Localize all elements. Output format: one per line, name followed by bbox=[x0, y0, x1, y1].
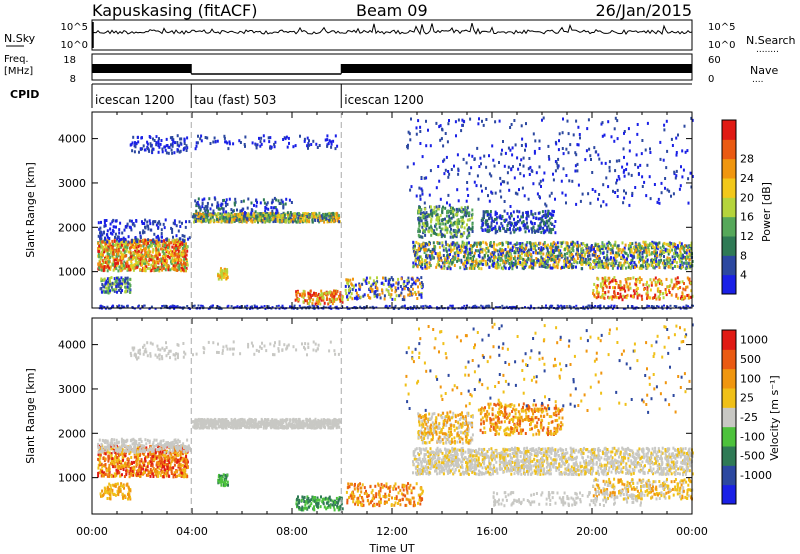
colorbar-tick-label: 4 bbox=[740, 269, 747, 282]
noise-left-tick-low: 10^0 bbox=[61, 40, 88, 51]
colorbar-swatch bbox=[722, 158, 736, 179]
cpid-segment-label: tau (fast) 503 bbox=[194, 93, 276, 107]
freq-left-label-1: Freq. bbox=[4, 54, 29, 65]
colorbar-swatch bbox=[722, 236, 736, 256]
colorbar-tick-label: -100 bbox=[740, 430, 765, 443]
velocity-colorbar-label: Velocity [m s⁻¹] bbox=[768, 375, 781, 460]
colorbar-swatch bbox=[722, 178, 736, 198]
colorbar-tick-label: 20 bbox=[740, 191, 754, 204]
colorbar-tick-label: -500 bbox=[740, 450, 765, 463]
noise-right-legend: ........ bbox=[756, 45, 779, 55]
cpid-label: CPID bbox=[10, 88, 39, 101]
colorbar-tick-label: -1000 bbox=[740, 469, 772, 482]
station-title: Kapuskasing (fitACF) bbox=[92, 1, 257, 20]
time-tick-label: 00:00 bbox=[76, 525, 108, 538]
velocity-ylabel: Slant Range [km] bbox=[24, 368, 37, 464]
range-tick-label: 3000 bbox=[58, 383, 86, 396]
colorbar-tick-label: -25 bbox=[740, 411, 758, 424]
noise-right-tick-low: 10^0 bbox=[708, 40, 735, 51]
colorbar-swatch bbox=[722, 330, 736, 350]
nave-label: Nave bbox=[750, 64, 778, 77]
colorbar-swatch bbox=[722, 484, 736, 505]
freq-trace bbox=[92, 64, 692, 75]
colorbar-swatch bbox=[722, 349, 736, 370]
colorbar-swatch bbox=[722, 197, 736, 218]
colorbar-swatch bbox=[722, 255, 736, 276]
freq-left-tick-high: 18 bbox=[63, 55, 76, 66]
noise-right-label: N.Search bbox=[746, 34, 796, 47]
velocity-heatmap bbox=[97, 322, 694, 512]
noise-trace bbox=[91, 22, 693, 48]
colorbar-tick-label: 28 bbox=[740, 153, 754, 166]
cpid-segment-label: icescan 1200 bbox=[95, 93, 174, 107]
colorbar-swatch bbox=[722, 446, 736, 466]
range-tick-label: 4000 bbox=[58, 133, 86, 146]
range-tick-label: 3000 bbox=[58, 177, 86, 190]
time-tick-label: 20:00 bbox=[576, 525, 608, 538]
time-tick-label: 12:00 bbox=[376, 525, 408, 538]
colorbar-swatch bbox=[722, 120, 736, 140]
range-tick-label: 4000 bbox=[58, 339, 86, 352]
noise-panel: N.Sky 10^5 10^0 10^5 10^0 N.Search .....… bbox=[4, 19, 796, 55]
colorbar-tick-label: 16 bbox=[740, 211, 754, 224]
power-heatmap bbox=[97, 116, 694, 310]
x-axis-label: Time UT bbox=[368, 542, 414, 554]
colorbar-swatch bbox=[722, 426, 736, 447]
range-tick-label: 1000 bbox=[58, 472, 86, 485]
range-tick-label: 2000 bbox=[58, 221, 86, 234]
velocity-panel: 1000 2000 3000 4000 Slant Range [km] 1000 50… bbox=[24, 317, 781, 554]
colorbar-tick-label: 500 bbox=[740, 353, 761, 366]
range-tick-label: 2000 bbox=[58, 427, 86, 440]
colorbar-swatch bbox=[722, 216, 736, 237]
power-panel: 1000 2000 3000 4000 Slant Range [km] 4 8 12 16… bbox=[24, 111, 773, 310]
range-tick-label: 1000 bbox=[58, 266, 86, 279]
colorbar-swatch bbox=[722, 388, 736, 408]
colorbar-swatch bbox=[722, 407, 736, 428]
colorbar-tick-label: 1000 bbox=[740, 334, 768, 347]
power-colorbar-label: Power [dB] bbox=[760, 182, 773, 242]
power-ylabel: Slant Range [km] bbox=[24, 162, 37, 258]
time-tick-label: 16:00 bbox=[476, 525, 508, 538]
cpid-segment-label: icescan 1200 bbox=[344, 93, 423, 107]
freq-right-tick-high: 60 bbox=[708, 55, 721, 66]
time-tick-label: 08:00 bbox=[276, 525, 308, 538]
freq-left-tick-low: 8 bbox=[70, 74, 76, 85]
noise-left-tick-high: 10^5 bbox=[61, 22, 88, 33]
freq-left-label-2: [MHz] bbox=[4, 66, 33, 77]
colorbar-tick-label: 8 bbox=[740, 249, 747, 262]
nave-legend: .... bbox=[752, 75, 763, 85]
colorbar-tick-label: 24 bbox=[740, 172, 754, 185]
time-tick-label: 00:00 bbox=[676, 525, 708, 538]
colorbar-tick-label: 100 bbox=[740, 372, 761, 385]
colorbar-swatch bbox=[722, 274, 736, 295]
colorbar-swatch bbox=[722, 465, 736, 486]
colorbar-tick-label: 25 bbox=[740, 392, 754, 405]
colorbar-swatch bbox=[722, 368, 736, 389]
noise-right-tick-high: 10^5 bbox=[708, 22, 735, 33]
colorbar-tick-label: 12 bbox=[740, 230, 754, 243]
freq-panel: Freq. [MHz] 18 8 60 0 Nave .... bbox=[4, 53, 778, 85]
freq-right-tick-low: 0 bbox=[708, 74, 714, 85]
date-title: 26/Jan/2015 bbox=[595, 1, 692, 20]
beam-title: Beam 09 bbox=[356, 1, 428, 20]
colorbar-swatch bbox=[722, 139, 736, 160]
cpid-panel: CPID icescan 1200 tau (fast) 503 icescan 1… bbox=[10, 83, 692, 108]
time-tick-label: 04:00 bbox=[176, 525, 208, 538]
noise-left-label: N.Sky bbox=[4, 32, 36, 45]
